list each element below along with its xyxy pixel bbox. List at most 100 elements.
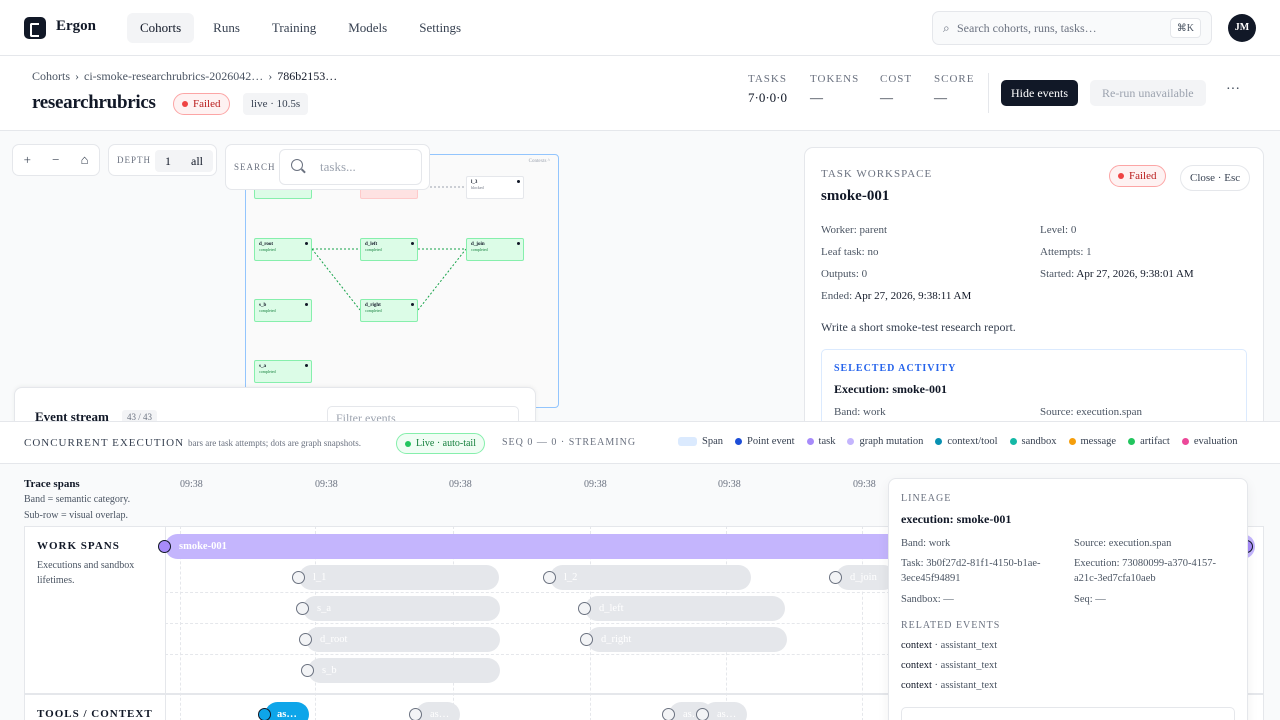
- lane-separator: [165, 527, 166, 693]
- lane-title: TOOLS / CONTEXT: [37, 708, 153, 720]
- status-badge: Failed: [1109, 165, 1166, 187]
- span-marker[interactable]: [829, 571, 842, 584]
- stat-label: TASKS: [748, 73, 787, 85]
- filter-events-input[interactable]: [327, 406, 519, 421]
- graph-node[interactable]: s_a completed: [254, 360, 312, 383]
- status-label: Failed: [1129, 170, 1157, 182]
- search-label: SEARCH: [234, 162, 276, 172]
- stat-tokens: TOKENS —: [810, 73, 859, 106]
- legend-item: Point event: [735, 436, 795, 447]
- nav-models[interactable]: Models: [348, 20, 388, 35]
- stat-value: —: [880, 90, 893, 105]
- concurrent-description: bars are task attempts; dots are graph s…: [188, 438, 361, 448]
- tool-span-marker[interactable]: [662, 708, 675, 720]
- tool-span-marker[interactable]: [409, 708, 422, 720]
- span-bar[interactable]: d_root: [306, 627, 500, 652]
- node-status: completed: [471, 247, 488, 252]
- span-marker[interactable]: [296, 602, 309, 615]
- hide-events-button[interactable]: Hide events: [1001, 80, 1078, 106]
- lineage-title: execution: smoke-001: [901, 512, 1012, 526]
- task-description: Write a short smoke-test research report…: [821, 320, 1016, 334]
- span-marker[interactable]: [292, 571, 305, 584]
- time-tick: 09:38: [449, 479, 472, 490]
- close-workspace-button[interactable]: Close · Esc: [1180, 165, 1251, 191]
- workspace-title: smoke-001: [821, 188, 890, 204]
- lane-separator: [165, 695, 166, 720]
- breadcrumb-cohorts[interactable]: Cohorts: [32, 69, 71, 83]
- span-marker[interactable]: [543, 571, 556, 584]
- graph-node[interactable]: d_left completed: [360, 238, 418, 261]
- header-divider: [988, 73, 989, 113]
- nav-training[interactable]: Training: [271, 20, 317, 35]
- span-bar[interactable]: l_2: [550, 565, 751, 590]
- span-marker[interactable]: [578, 602, 591, 615]
- trace-timeline[interactable]: Trace spans Band = semantic category. Su…: [0, 464, 1280, 720]
- graph-mutation-dot-icon: [847, 438, 855, 445]
- node-status: completed: [259, 369, 276, 374]
- span-bar[interactable]: d_left: [585, 596, 785, 621]
- more-options-icon[interactable]: ···: [1226, 82, 1240, 97]
- span-marker[interactable]: [301, 664, 314, 677]
- breadcrumb-cohort[interactable]: ci-smoke-researchrubrics-2026042…: [84, 69, 264, 83]
- depth-all[interactable]: all: [191, 153, 203, 168]
- task-dot-icon: [806, 438, 814, 445]
- graph-canvas[interactable]: + − ⌂ DEPTH 1 all Contexts ^ completed f…: [0, 131, 1280, 421]
- lineage-kicker: LINEAGE: [901, 493, 952, 504]
- live-autotail-toggle[interactable]: Live · auto-tail: [396, 433, 485, 454]
- span-start-marker[interactable]: [158, 540, 171, 553]
- tool-span-marker[interactable]: [696, 708, 709, 720]
- nav-settings[interactable]: Settings: [419, 20, 462, 35]
- nav-cohorts[interactable]: Cohorts: [127, 13, 195, 43]
- rerun-button: Re-run unavailable: [1090, 80, 1206, 106]
- selected-activity[interactable]: SELECTED ACTIVITY Execution: smoke-001 B…: [821, 349, 1247, 421]
- graph-node[interactable]: d_join completed: [466, 238, 524, 261]
- span-marker[interactable]: [580, 633, 593, 646]
- field-attempts: Attempts: 1: [1040, 246, 1092, 258]
- row-line: [165, 592, 895, 593]
- global-search[interactable]: ⌕ ⌘K: [932, 11, 1212, 45]
- home-icon[interactable]: ⌂: [80, 152, 89, 167]
- zoom-out-icon[interactable]: −: [52, 152, 60, 167]
- selected-activity-band: Band: work: [834, 406, 886, 418]
- span-bar[interactable]: d_join: [836, 565, 896, 590]
- search-icon: [291, 159, 303, 171]
- stat-cost: COST —: [880, 73, 912, 106]
- span-marker[interactable]: [299, 633, 312, 646]
- ergon-logo-icon[interactable]: [24, 17, 46, 39]
- span-bar[interactable]: l_1: [299, 565, 499, 590]
- graph-edge: [311, 248, 361, 311]
- nav-runs[interactable]: Runs: [213, 20, 240, 35]
- graph-node[interactable]: d_right completed: [360, 299, 418, 322]
- span-bar[interactable]: s_a: [303, 596, 500, 621]
- related-event[interactable]: context · assistant_text: [901, 640, 998, 651]
- zoom-in-icon[interactable]: +: [23, 152, 31, 167]
- brand-name[interactable]: Ergon: [56, 18, 97, 34]
- node-name: d_root: [259, 242, 274, 247]
- task-search-box[interactable]: [279, 149, 422, 185]
- depth-label: DEPTH: [117, 155, 151, 165]
- lineage-footer-box: [901, 707, 1235, 720]
- time-tick: 09:38: [718, 479, 741, 490]
- task-search-input[interactable]: [320, 159, 415, 175]
- node-status: blocked: [471, 185, 484, 190]
- graph-node[interactable]: s_b completed: [254, 299, 312, 322]
- tool-span-bar[interactable]: as…: [703, 702, 747, 720]
- lineage-sandbox: Sandbox: —: [901, 594, 954, 605]
- node-name: s_b: [259, 303, 267, 308]
- related-event[interactable]: context · assistant_text: [901, 680, 998, 691]
- graph-node[interactable]: d_root completed: [254, 238, 312, 261]
- depth-value[interactable]: 1: [165, 153, 171, 168]
- tool-span-marker[interactable]: [258, 708, 271, 720]
- tool-span-bar[interactable]: as…: [265, 702, 309, 720]
- graph-node[interactable]: l_3 blocked: [466, 176, 524, 199]
- related-event[interactable]: context · assistant_text: [901, 660, 998, 671]
- field-leaf: Leaf task: no: [821, 246, 879, 258]
- tool-span-bar[interactable]: as…: [416, 702, 460, 720]
- avatar[interactable]: JM: [1228, 14, 1256, 42]
- span-bar[interactable]: d_right: [587, 627, 787, 652]
- stat-tasks: TASKS 7·0·0·0: [748, 73, 787, 106]
- row-line: [165, 654, 895, 655]
- global-search-input[interactable]: [957, 18, 1167, 38]
- span-bar[interactable]: s_b: [308, 658, 500, 683]
